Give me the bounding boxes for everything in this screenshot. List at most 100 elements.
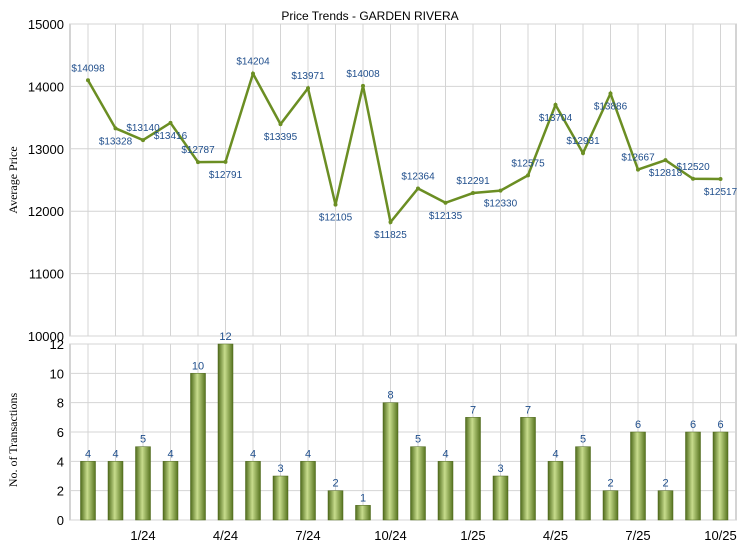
transaction-bar-label: 7 <box>470 404 476 416</box>
transaction-bar <box>382 402 399 521</box>
transaction-bar-label: 4 <box>442 448 448 460</box>
price-y-tick-label: 15000 <box>28 17 64 32</box>
price-point-label: $12575 <box>511 158 545 169</box>
transaction-bar-label: 5 <box>415 434 421 446</box>
transaction-bar <box>465 417 481 521</box>
price-point <box>471 191 475 196</box>
transaction-bar-label: 6 <box>635 419 641 431</box>
transaction-bar <box>410 446 426 521</box>
price-series-line <box>86 70 721 225</box>
price-point-label: $14098 <box>71 63 105 74</box>
price-point-label: $12791 <box>209 170 243 181</box>
chart-title: Price Trends - GARDEN RIVERA <box>281 9 458 23</box>
x-tick-label: 1/25 <box>460 528 485 543</box>
price-point <box>361 83 365 88</box>
transactions-y-tick-label: 2 <box>57 484 64 499</box>
price-y-tick-label: 13000 <box>28 142 64 157</box>
x-tick-label: 10/25 <box>704 528 737 543</box>
price-point <box>691 176 695 181</box>
transaction-bars <box>80 343 729 521</box>
x-tick-label: 10/24 <box>374 528 407 543</box>
price-line-panel: 10000 11000 12000 13000 14000 15000 Average P… <box>6 17 738 344</box>
transaction-bar-label: 5 <box>140 434 146 446</box>
transaction-bar-label: 5 <box>580 434 586 446</box>
x-tick-label: 4/24 <box>213 528 238 543</box>
transaction-bar-label: 4 <box>305 448 311 460</box>
transaction-bar <box>80 461 96 521</box>
price-point-label: $12364 <box>401 171 435 182</box>
price-y-tick-label: 14000 <box>28 79 64 94</box>
price-point-label: $13140 <box>126 123 160 134</box>
price-y-ticks: 10000 11000 12000 13000 14000 15000 <box>28 17 64 344</box>
transaction-bar <box>300 461 316 521</box>
transaction-bar-label: 4 <box>112 448 118 460</box>
price-point <box>608 91 613 96</box>
price-point-label: $12517 <box>704 187 738 198</box>
transaction-bar-label: 7 <box>525 404 531 416</box>
transaction-bar <box>575 446 591 521</box>
transaction-bar-label: 4 <box>85 448 91 460</box>
price-point-label: $12330 <box>484 199 518 210</box>
x-tick-label: 7/24 <box>295 528 320 543</box>
transactions-y-tick-label: 12 <box>50 337 64 352</box>
transaction-bar-labels: 4 4 5 4 10 12 4 3 4 2 1 8 5 4 7 3 7 4 5 2 6 2 6 6 <box>85 331 724 504</box>
price-point-label: $12667 <box>621 153 655 164</box>
price-point-label: $14008 <box>346 69 380 80</box>
transaction-bar-label: 1 <box>360 492 366 504</box>
transaction-bar <box>437 461 454 521</box>
x-axis-tick-labels: 1/24 4/24 7/24 10/24 1/25 4/25 7/25 10/25 <box>130 528 736 543</box>
price-point <box>416 186 420 191</box>
transaction-bar <box>355 505 371 521</box>
transactions-y-tick-label: 10 <box>50 366 64 381</box>
price-point <box>223 159 228 164</box>
transactions-y-tick-label: 4 <box>57 454 64 469</box>
price-point <box>498 188 503 193</box>
transaction-bar <box>520 417 536 521</box>
transaction-bar-label: 2 <box>662 478 668 490</box>
price-point-label: $12135 <box>429 211 463 222</box>
transaction-bar <box>657 490 674 521</box>
price-point <box>113 126 118 131</box>
price-point-label: $13328 <box>99 136 133 147</box>
transaction-bar-label: 4 <box>167 448 173 460</box>
price-point <box>86 78 90 83</box>
price-y-tick-label: 10000 <box>28 329 64 344</box>
price-grid <box>70 23 736 337</box>
price-point-label: $12291 <box>456 176 490 187</box>
transaction-bar-label: 2 <box>607 478 613 490</box>
price-point-label: $13886 <box>594 102 628 113</box>
transaction-bar-label: 6 <box>717 419 723 431</box>
price-point <box>443 200 448 205</box>
transactions-y-ticks: 0 2 4 6 8 10 12 <box>50 337 64 528</box>
price-point-label: $12520 <box>676 162 710 173</box>
price-y-tick-label: 12000 <box>28 204 64 219</box>
price-point <box>553 102 558 107</box>
transactions-y-tick-label: 8 <box>57 396 64 411</box>
price-point-label: $12931 <box>566 136 600 147</box>
transaction-bar-label: 2 <box>332 478 338 490</box>
transaction-bar <box>630 431 646 521</box>
price-point <box>636 167 640 172</box>
transaction-bar-label: 8 <box>387 390 393 402</box>
price-point-label: $11825 <box>374 230 407 241</box>
price-point <box>168 120 173 125</box>
transaction-bar-label: 3 <box>277 463 283 475</box>
price-point-labels: $14098 $13328 $13140$13416 $12787 $12791 $142… <box>71 57 737 241</box>
price-point-label: $13971 <box>291 71 325 82</box>
price-point-label: $12787 <box>181 145 215 156</box>
price-point <box>526 173 530 178</box>
price-point <box>333 202 338 207</box>
price-point <box>278 122 283 127</box>
transaction-bar-label: 6 <box>690 419 696 431</box>
price-y-tick-label: 11000 <box>29 267 64 282</box>
transaction-bar-label: 3 <box>497 463 503 475</box>
transactions-y-tick-label: 0 <box>57 513 64 528</box>
price-point-label: $13704 <box>539 113 573 124</box>
transaction-bar <box>547 461 564 521</box>
transactions-y-axis-label: No. of Transactions <box>6 393 20 488</box>
price-point <box>388 220 393 225</box>
transactions-y-tick-label: 6 <box>57 425 64 440</box>
transaction-bar <box>272 475 289 521</box>
transaction-bar <box>327 490 344 521</box>
